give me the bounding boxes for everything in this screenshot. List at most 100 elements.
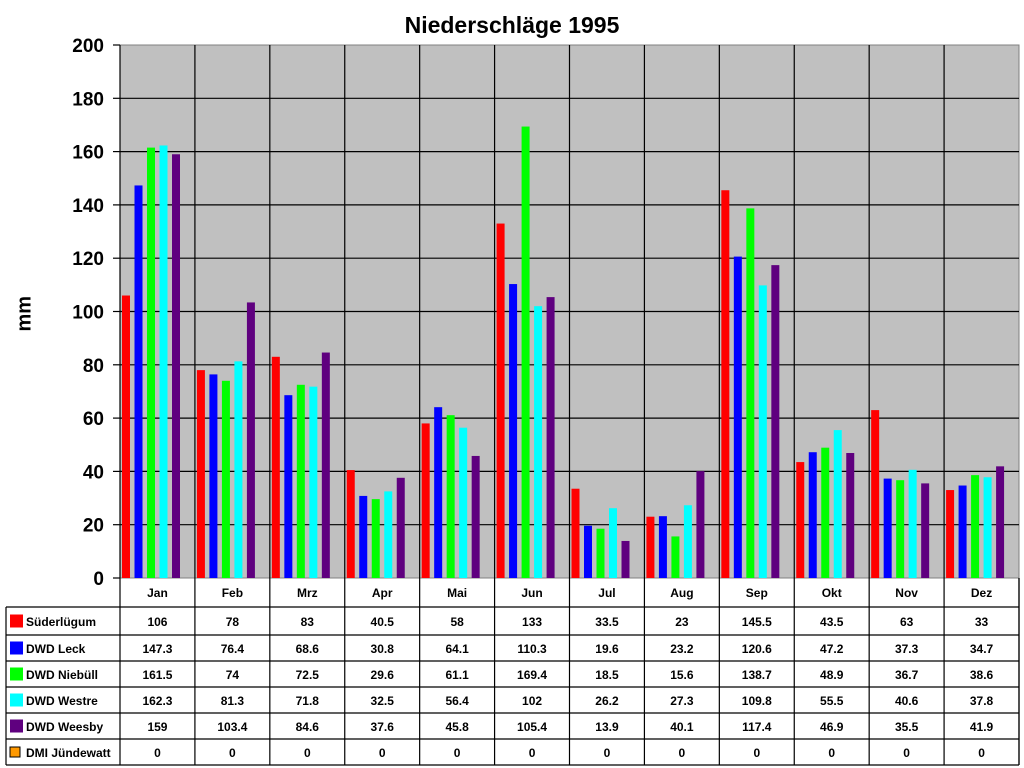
bar bbox=[371, 499, 380, 578]
table-cell: 0 bbox=[679, 746, 686, 760]
table-cell: 45.8 bbox=[445, 720, 469, 734]
table-cell: 48.9 bbox=[820, 668, 844, 682]
bar bbox=[808, 452, 817, 578]
bar bbox=[421, 423, 430, 578]
y-tick-label: 180 bbox=[72, 89, 104, 110]
table-cell: 58 bbox=[450, 615, 464, 629]
chart-title: Niederschläge 1995 bbox=[404, 12, 620, 38]
table-cell: 0 bbox=[454, 746, 461, 760]
bar bbox=[958, 485, 967, 578]
legend-label: DWD Weesby bbox=[26, 720, 103, 734]
table-cell: 110.3 bbox=[517, 642, 547, 656]
table-cell: 38.6 bbox=[970, 668, 994, 682]
table-cell: 29.6 bbox=[371, 668, 395, 682]
bar bbox=[721, 190, 730, 578]
bar bbox=[821, 447, 830, 578]
category-label: Jun bbox=[521, 586, 542, 600]
bar bbox=[434, 407, 443, 578]
bar bbox=[596, 528, 605, 578]
bar bbox=[871, 410, 880, 578]
table-cell: 145.5 bbox=[742, 615, 772, 629]
table-cell: 0 bbox=[529, 746, 536, 760]
bar bbox=[996, 466, 1005, 578]
table-cell: 102 bbox=[522, 694, 542, 708]
bar bbox=[983, 477, 992, 578]
bar bbox=[122, 295, 130, 578]
table-cell: 64.1 bbox=[445, 642, 469, 656]
table-cell: 55.5 bbox=[820, 694, 844, 708]
category-label: Mai bbox=[447, 586, 467, 600]
bar bbox=[771, 265, 780, 578]
y-tick-label: 80 bbox=[83, 356, 104, 377]
table-cell: 23 bbox=[675, 615, 689, 629]
table-cell: 47.2 bbox=[820, 642, 844, 656]
bar bbox=[946, 490, 955, 578]
table-cell: 72.5 bbox=[296, 668, 320, 682]
table-cell: 46.9 bbox=[820, 720, 844, 734]
table-cell: 84.6 bbox=[296, 720, 320, 734]
table-cell: 40.5 bbox=[371, 615, 395, 629]
bar bbox=[346, 470, 355, 578]
bar bbox=[446, 415, 455, 578]
bar bbox=[908, 469, 917, 578]
table-cell: 105.4 bbox=[517, 720, 547, 734]
bar bbox=[396, 477, 405, 578]
bar bbox=[846, 453, 855, 578]
table-cell: 35.5 bbox=[895, 720, 919, 734]
table-cell: 27.3 bbox=[670, 694, 694, 708]
category-label: Sep bbox=[746, 586, 768, 600]
legend-label: DWD Leck bbox=[26, 642, 86, 656]
bar bbox=[546, 297, 555, 578]
bar bbox=[683, 505, 692, 578]
table-cell: 33.5 bbox=[595, 615, 619, 629]
bar bbox=[696, 471, 705, 578]
bar bbox=[896, 480, 905, 578]
bar bbox=[746, 208, 755, 578]
table-cell: 103.4 bbox=[217, 720, 247, 734]
table-cell: 33 bbox=[975, 615, 989, 629]
legend-key bbox=[10, 614, 23, 628]
table-cell: 0 bbox=[604, 746, 611, 760]
bar bbox=[509, 284, 518, 578]
table-cell: 0 bbox=[229, 746, 236, 760]
table-cell: 26.2 bbox=[595, 694, 619, 708]
bar bbox=[196, 370, 205, 578]
bar bbox=[609, 508, 617, 578]
category-label: Apr bbox=[372, 586, 393, 600]
bar bbox=[159, 145, 168, 578]
y-tick-label: 160 bbox=[72, 143, 104, 164]
table-cell: 43.5 bbox=[820, 615, 844, 629]
table-cell: 161.5 bbox=[142, 668, 172, 682]
y-tick-label: 60 bbox=[83, 409, 104, 430]
gridlines bbox=[120, 45, 1019, 578]
table-cell: 169.4 bbox=[517, 668, 547, 682]
bar bbox=[321, 352, 330, 578]
bar bbox=[621, 540, 630, 578]
table-cell: 0 bbox=[903, 746, 910, 760]
legend-key bbox=[10, 693, 23, 707]
bar bbox=[134, 185, 143, 578]
category-label: Jul bbox=[598, 586, 615, 600]
bar bbox=[883, 478, 892, 578]
legend-label: DMI Jündewatt bbox=[26, 746, 111, 760]
category-label: Okt bbox=[822, 586, 842, 600]
table-cell: 133 bbox=[522, 615, 542, 629]
bar bbox=[584, 525, 592, 578]
bar bbox=[172, 154, 180, 578]
table-cell: 138.7 bbox=[742, 668, 772, 682]
legend-key bbox=[10, 641, 23, 655]
table-cell: 0 bbox=[154, 746, 161, 760]
table-cell: 147.3 bbox=[142, 642, 172, 656]
table-cell: 34.7 bbox=[970, 642, 994, 656]
bar bbox=[359, 495, 368, 578]
table-cell: 30.8 bbox=[371, 642, 395, 656]
bar bbox=[671, 536, 680, 578]
table-cell: 61.1 bbox=[445, 668, 469, 682]
bar bbox=[147, 147, 155, 579]
table-cell: 15.6 bbox=[670, 668, 694, 682]
data-table: Jan Feb Mrz Apr Mai Jun Jul Aug Sep Okt Nov Dez Süde… bbox=[5, 578, 1020, 766]
bar bbox=[646, 516, 655, 578]
table-cell: 0 bbox=[304, 746, 311, 760]
bar bbox=[833, 430, 842, 578]
bar bbox=[284, 395, 293, 578]
